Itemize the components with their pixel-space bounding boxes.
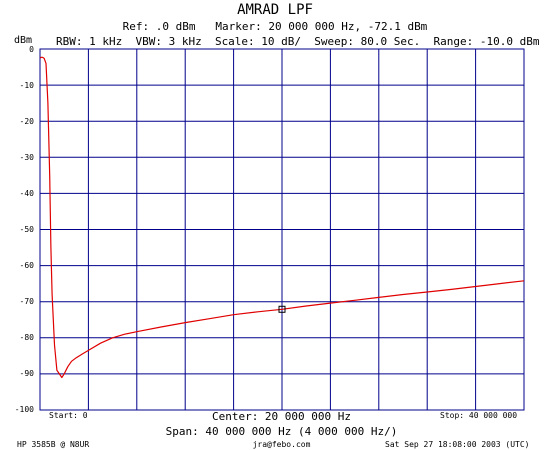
y-tick-label: -50 [19, 225, 34, 234]
grid [40, 49, 524, 410]
instrument-label: HP 3585B @ N8UR [17, 440, 90, 449]
trace-line [39, 56, 525, 379]
y-tick-label: -90 [19, 369, 34, 378]
marker-box [278, 305, 286, 313]
reference-marker-info: Ref: .0 dBm Marker: 20 000 000 Hz, -72.1… [122, 20, 428, 33]
y-tick-label: -100 [14, 405, 34, 414]
stop-frequency-label: Stop: 40 000 000 [440, 411, 518, 420]
span-label: Span: 40 000 000 Hz (4 000 000 Hz/) [165, 425, 398, 438]
y-tick-label: -10 [19, 81, 34, 90]
center-frequency-label: Center: 20 000 000 Hz [211, 410, 352, 423]
email-label: jra@febo.com [252, 440, 311, 449]
chart-title: AMRAD LPF [237, 2, 313, 18]
y-tick-label: -70 [19, 297, 34, 306]
start-frequency-label: Start: 0 [49, 411, 88, 420]
y-tick-label: -40 [19, 189, 34, 198]
y-tick-label: 0 [29, 45, 34, 54]
plot-frame [39, 48, 525, 411]
y-axis-unit: dBm [14, 35, 33, 46]
y-tick-label: -30 [19, 153, 34, 162]
y-tick-label: -20 [19, 117, 34, 126]
y-tick-label: -80 [19, 333, 34, 342]
y-tick-label: -60 [19, 261, 34, 270]
timestamp-label: Sat Sep 27 18:08:00 2003 (UTC) [385, 440, 530, 449]
sweep-settings-info: RBW: 1 kHz VBW: 3 kHz Scale: 10 dB/ Swee… [56, 35, 540, 48]
